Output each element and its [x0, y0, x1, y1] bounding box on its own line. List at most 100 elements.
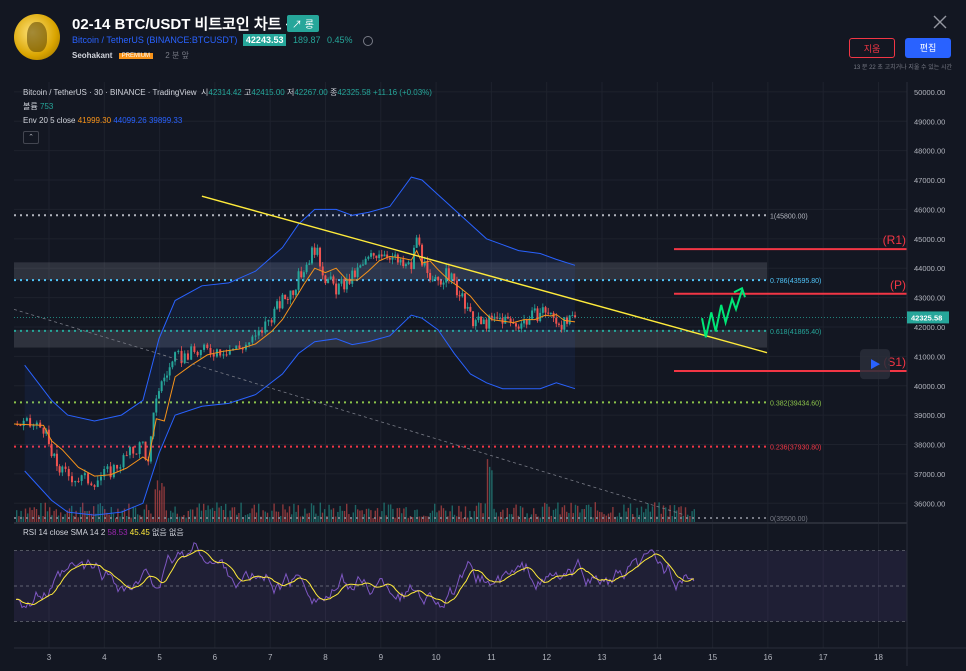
candle-body: [284, 294, 287, 300]
author-avatar[interactable]: [14, 14, 60, 60]
volume-bar: [53, 510, 55, 522]
candle-body: [394, 254, 397, 257]
exchange-symbol-link[interactable]: (BINANCE:BTCUSDT): [146, 35, 238, 45]
pivot-levels: (R1)(P)(S1): [674, 233, 907, 380]
volume-bar: [207, 505, 209, 522]
time-tick-label: 12: [542, 653, 551, 662]
candle-body: [35, 422, 38, 426]
resistance-zone: [14, 262, 767, 280]
volume-bar: [57, 515, 60, 522]
volume-bar: [330, 509, 332, 522]
candle-body: [348, 278, 351, 284]
volume-bar: [643, 512, 645, 522]
rsi-sma-line: [15, 549, 695, 606]
candle-body: [466, 306, 469, 309]
clock-icon: [363, 35, 374, 46]
volume-bar: [605, 515, 607, 522]
candle-body: [450, 273, 453, 280]
volume-bar: [218, 507, 220, 522]
volume-legend: 볼륨 753: [23, 101, 53, 112]
volume-bar: [462, 517, 464, 522]
author-name[interactable]: Seohakant: [72, 51, 113, 60]
legend-change: +11.16 (+0.03%): [372, 88, 432, 97]
edit-button[interactable]: 편집: [905, 38, 951, 58]
candle-body: [99, 476, 102, 481]
candle-body: [549, 312, 552, 314]
candle-body: [383, 254, 386, 257]
candle-body: [196, 351, 199, 356]
candle-body: [319, 247, 322, 267]
volume-bar: [524, 517, 526, 522]
candle-body: [437, 277, 440, 281]
long-badge: ↗ 롱: [287, 15, 319, 32]
chart-area[interactable]: 1(45800.00) 0.786(43595.80) 0.618(41865.40…: [13, 82, 966, 666]
candle-body: [308, 263, 311, 265]
price-series: [13, 234, 907, 516]
volume-bar: [319, 502, 321, 522]
candle-body: [257, 330, 260, 336]
volume-bar: [671, 516, 673, 522]
time-tick-label: 6: [213, 653, 218, 662]
volume-bar: [293, 503, 295, 522]
volume-bar: [636, 507, 638, 522]
candle-body: [19, 425, 22, 427]
volume-bar: [350, 517, 352, 522]
volume-bar: [383, 502, 385, 522]
candle-body: [410, 262, 413, 270]
premium-badge: PREMIUM: [118, 52, 154, 59]
volume-bar: [570, 502, 572, 522]
price-zones: [14, 262, 767, 348]
pivot-label: (R1): [883, 233, 906, 247]
volume-bar: [62, 516, 64, 522]
volume-bar: [174, 506, 176, 522]
candle-body: [286, 299, 289, 301]
envelope-upper: 44099.26: [113, 116, 147, 125]
volume-bar: [599, 511, 601, 522]
time-tick-label: 4: [102, 653, 107, 662]
volume-bar: [634, 516, 636, 522]
volume-bar: [66, 510, 68, 522]
volume-bar: [387, 504, 390, 522]
volume-bar: [145, 504, 148, 522]
price-chart[interactable]: 1(45800.00) 0.786(43595.80) 0.618(41865.40…: [13, 82, 966, 666]
legend-high: 42415.00: [251, 88, 285, 97]
volume-bar: [625, 511, 627, 522]
volume-bar: [563, 505, 566, 522]
price-tick-label: 48000.00: [914, 147, 945, 156]
volume-bar: [24, 508, 27, 522]
volume-bar: [97, 504, 99, 522]
volume-bar: [381, 511, 383, 522]
candle-body: [343, 279, 346, 290]
volume-bar: [489, 466, 491, 522]
volume-bar: [44, 502, 46, 522]
volume-bar: [313, 505, 315, 522]
candle-body: [415, 237, 418, 248]
volume-bar: [546, 503, 548, 522]
candle-body: [568, 315, 571, 324]
time-tick-label: 10: [432, 653, 441, 662]
candle-body: [241, 348, 244, 350]
volume-bar: [412, 517, 414, 522]
volume-bar: [196, 507, 198, 522]
volume-bar: [541, 506, 544, 522]
close-icon[interactable]: [932, 14, 948, 30]
candle-body: [445, 268, 448, 283]
delete-button[interactable]: 지움: [849, 38, 895, 58]
candle-body: [386, 254, 389, 258]
rsi-value: 58.53: [107, 528, 128, 537]
volume-bar: [370, 510, 372, 522]
volume-bar: [18, 516, 20, 522]
volume-bar: [205, 510, 207, 522]
time-tick-label: 16: [763, 653, 772, 662]
collapse-legend-button[interactable]: ⌃: [23, 131, 39, 144]
candle-body: [498, 318, 501, 320]
symbol-link[interactable]: Bitcoin / TetherUS: [72, 35, 144, 45]
legend-low: 42267.00: [294, 88, 328, 97]
volume-bar: [667, 516, 669, 522]
time-axis: 3 4 5 6 7 8 9 10 11 12 13 14 15 16 17 18: [14, 647, 966, 662]
candle-body: [474, 320, 477, 327]
projection-path: [701, 289, 743, 338]
candle-body: [300, 271, 303, 278]
volume-bar: [238, 512, 240, 522]
candle-body: [112, 464, 115, 478]
